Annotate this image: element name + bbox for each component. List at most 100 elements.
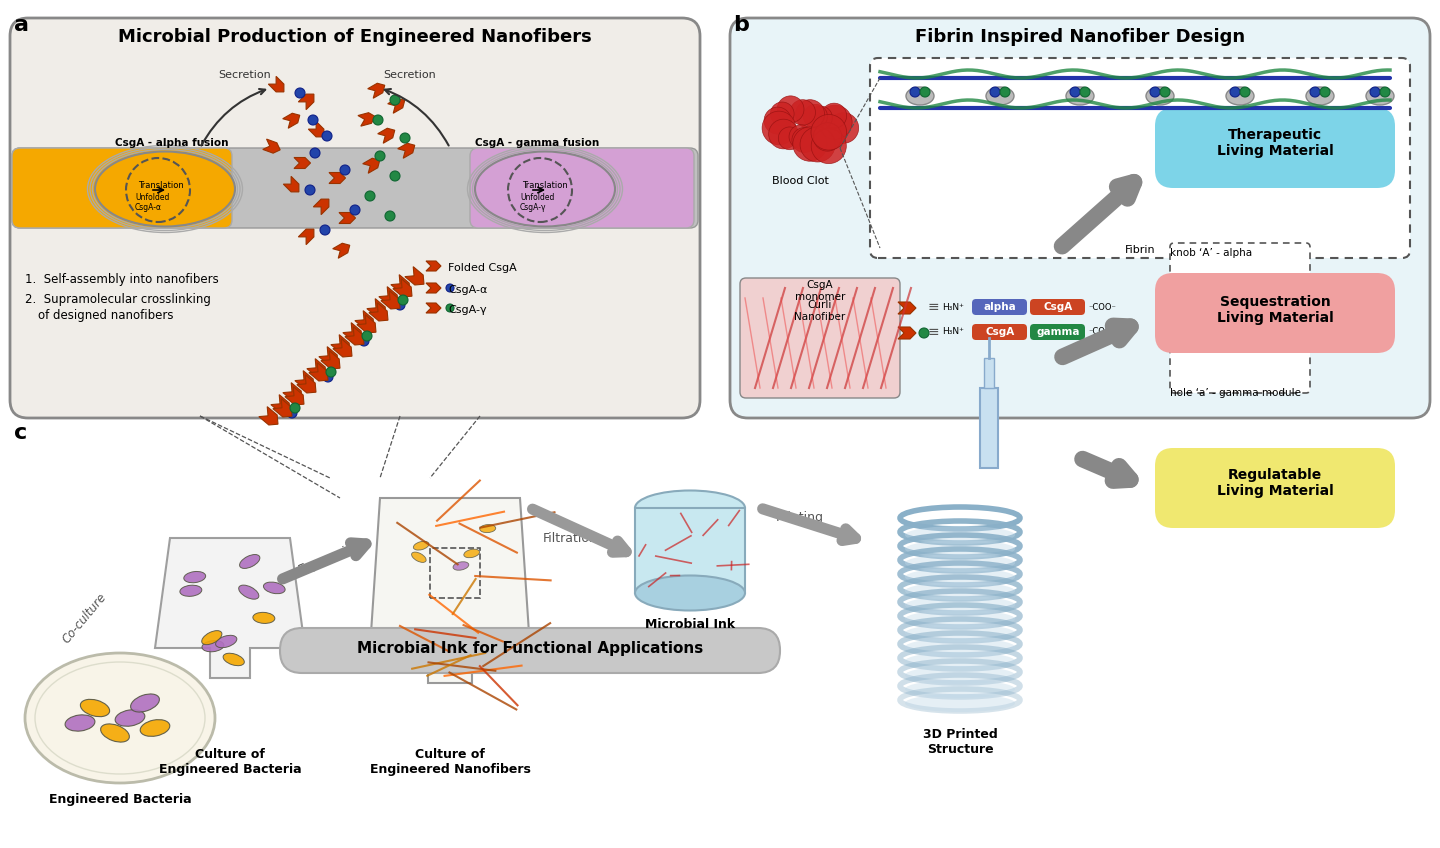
Polygon shape: [405, 266, 423, 285]
Text: CsgA-α: CsgA-α: [448, 285, 487, 295]
Circle shape: [310, 148, 320, 158]
Ellipse shape: [210, 622, 232, 633]
Circle shape: [308, 115, 318, 125]
FancyBboxPatch shape: [972, 324, 1027, 340]
Circle shape: [320, 225, 330, 235]
Circle shape: [805, 123, 834, 152]
Circle shape: [920, 87, 930, 97]
Ellipse shape: [904, 666, 1015, 684]
Polygon shape: [295, 371, 314, 389]
Circle shape: [776, 121, 799, 145]
Ellipse shape: [203, 570, 223, 583]
Bar: [984, 358, 994, 388]
Polygon shape: [357, 315, 376, 333]
Circle shape: [373, 115, 383, 125]
Text: Translation: Translation: [138, 181, 184, 190]
Ellipse shape: [904, 652, 1015, 670]
Polygon shape: [318, 347, 338, 365]
Ellipse shape: [904, 680, 1015, 698]
Circle shape: [340, 165, 350, 175]
Circle shape: [305, 185, 315, 195]
Ellipse shape: [101, 724, 130, 742]
Polygon shape: [367, 298, 386, 317]
Polygon shape: [308, 363, 328, 381]
Circle shape: [1161, 87, 1169, 97]
Circle shape: [364, 191, 374, 201]
Circle shape: [786, 104, 814, 132]
Ellipse shape: [81, 700, 109, 716]
Circle shape: [910, 87, 920, 97]
Ellipse shape: [904, 610, 1015, 628]
Ellipse shape: [635, 576, 744, 611]
FancyBboxPatch shape: [469, 148, 694, 228]
Polygon shape: [156, 538, 305, 678]
Ellipse shape: [246, 596, 268, 608]
Polygon shape: [314, 199, 328, 215]
Circle shape: [1380, 87, 1390, 97]
Polygon shape: [321, 351, 340, 369]
Ellipse shape: [412, 552, 426, 562]
Text: Secretion: Secretion: [383, 70, 436, 80]
Ellipse shape: [904, 554, 1015, 572]
Polygon shape: [393, 279, 412, 297]
Polygon shape: [399, 144, 413, 159]
Polygon shape: [268, 76, 284, 92]
Bar: [635, 508, 744, 593]
Ellipse shape: [131, 694, 160, 712]
Polygon shape: [364, 158, 380, 169]
Ellipse shape: [141, 718, 168, 738]
Ellipse shape: [1367, 87, 1394, 105]
Text: gamma: gamma: [1037, 327, 1080, 337]
Text: Curli
Nanofiber: Curli Nanofiber: [795, 300, 845, 321]
Circle shape: [374, 151, 384, 161]
Ellipse shape: [1306, 87, 1333, 105]
Polygon shape: [294, 159, 310, 175]
Polygon shape: [298, 86, 314, 102]
Polygon shape: [380, 291, 400, 309]
FancyBboxPatch shape: [1030, 299, 1084, 315]
Ellipse shape: [454, 561, 469, 570]
Circle shape: [773, 114, 799, 141]
Ellipse shape: [229, 626, 251, 639]
FancyBboxPatch shape: [730, 18, 1430, 418]
Circle shape: [390, 95, 400, 105]
Text: H₃N⁺: H₃N⁺: [942, 303, 963, 311]
Text: Blood Clot: Blood Clot: [772, 176, 828, 186]
Circle shape: [359, 336, 369, 346]
Circle shape: [775, 124, 804, 153]
Circle shape: [822, 105, 844, 127]
Ellipse shape: [906, 87, 935, 105]
FancyBboxPatch shape: [279, 628, 780, 673]
Ellipse shape: [904, 526, 1015, 544]
Circle shape: [999, 87, 1009, 97]
FancyBboxPatch shape: [870, 58, 1410, 258]
Ellipse shape: [904, 568, 1015, 586]
Ellipse shape: [904, 540, 1015, 558]
Text: Fibrin: Fibrin: [1125, 245, 1155, 255]
Circle shape: [772, 106, 806, 141]
FancyBboxPatch shape: [12, 148, 232, 228]
Text: 3D Printed
Structure: 3D Printed Structure: [923, 728, 998, 756]
Text: alpha: alpha: [984, 302, 1017, 312]
Wedge shape: [1233, 304, 1266, 345]
Circle shape: [289, 403, 300, 413]
Ellipse shape: [1066, 87, 1094, 105]
Text: Microbial Ink: Microbial Ink: [645, 618, 734, 631]
Text: of designed nanofibers: of designed nanofibers: [37, 309, 173, 322]
Circle shape: [815, 99, 840, 123]
Ellipse shape: [635, 490, 744, 526]
Polygon shape: [354, 310, 374, 329]
Circle shape: [1151, 87, 1161, 97]
Ellipse shape: [904, 596, 1015, 614]
Text: ⁻COO⁻: ⁻COO⁻: [1089, 327, 1116, 337]
Polygon shape: [328, 173, 344, 188]
Circle shape: [783, 125, 812, 153]
Circle shape: [919, 328, 929, 338]
Text: Secretion: Secretion: [219, 70, 271, 80]
Bar: [431, 548, 480, 598]
Polygon shape: [369, 303, 387, 321]
Polygon shape: [331, 335, 350, 353]
Polygon shape: [298, 224, 315, 238]
Text: CsgA: CsgA: [1044, 302, 1073, 312]
Circle shape: [446, 284, 454, 292]
